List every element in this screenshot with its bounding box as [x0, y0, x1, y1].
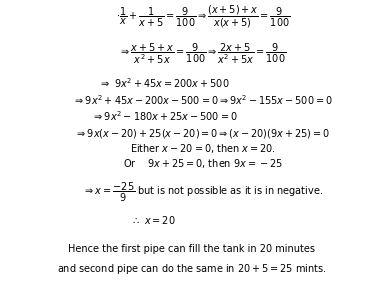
Text: $\cdot\dfrac{1}{x}+\dfrac{1}{x+5}=\dfrac{9}{100}\Rightarrow\dfrac{(x+5)+x}{x(x+5: $\cdot\dfrac{1}{x}+\dfrac{1}{x+5}=\dfrac…	[116, 4, 290, 30]
Text: $\Rightarrow 9x(x-20)+25(x-20)=0\Rightarrow(x-20)(9x+25)=0$: $\Rightarrow 9x(x-20)+25(x-20)=0\Rightar…	[75, 127, 331, 140]
Text: $\Rightarrow\ 9x^2+45x=200x+500$: $\Rightarrow\ 9x^2+45x=200x+500$	[99, 76, 230, 90]
Text: $\Rightarrow 9x^2-180x+25x-500=0$: $\Rightarrow 9x^2-180x+25x-500=0$	[92, 110, 237, 123]
Text: $\therefore\ x=20$: $\therefore\ x=20$	[131, 214, 175, 226]
Text: Or $\quad 9x+25=0$, then $9x=-25$: Or $\quad 9x+25=0$, then $9x=-25$	[123, 157, 283, 170]
Text: Hence the first pipe can fill the tank in 20 minutes: Hence the first pipe can fill the tank i…	[68, 245, 315, 254]
Text: $\Rightarrow 9x^2+45x-200x-500=0\Rightarrow 9x^2-155x-500=0$: $\Rightarrow 9x^2+45x-200x-500=0\Rightar…	[73, 93, 333, 107]
Text: and second pipe can do the same in $20+5=25$ mints.: and second pipe can do the same in $20+5…	[57, 262, 326, 277]
Text: $\Rightarrow\dfrac{x+5+x}{x^2+5x}=\dfrac{9}{100}\Rightarrow\dfrac{2x+5}{x^2+5x}=: $\Rightarrow\dfrac{x+5+x}{x^2+5x}=\dfrac…	[119, 42, 286, 66]
Text: $\Rightarrow x=\dfrac{-25}{9}$ but is not possible as it is in negative.: $\Rightarrow x=\dfrac{-25}{9}$ but is no…	[83, 181, 323, 204]
Text: Either $x-20=0$, then $x=20$.: Either $x-20=0$, then $x=20$.	[130, 142, 276, 155]
